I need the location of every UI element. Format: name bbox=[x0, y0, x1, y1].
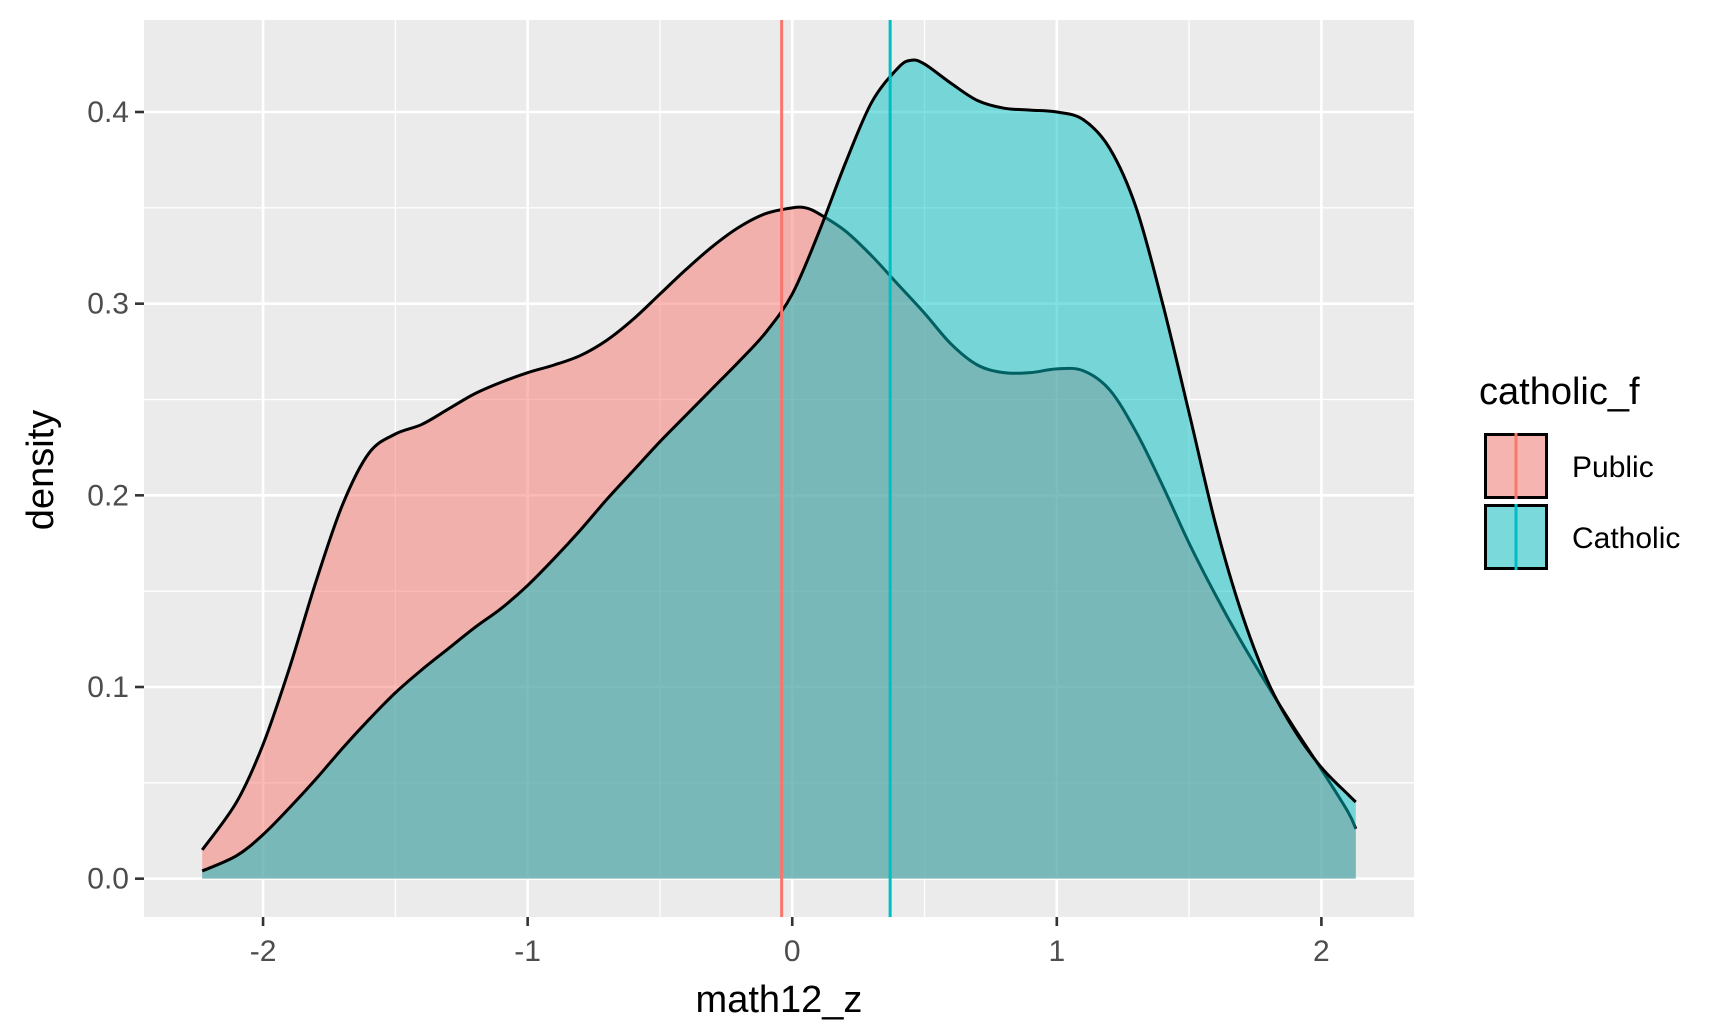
y-tick-label: 0.4 bbox=[87, 96, 129, 129]
density-outline-catholic bbox=[201, 58, 1357, 873]
y-axis-title: density bbox=[20, 410, 62, 530]
y-tick-label: 0.1 bbox=[87, 671, 129, 704]
y-tick-label: 0.0 bbox=[87, 863, 129, 896]
y-tick-label: 0.2 bbox=[87, 479, 129, 512]
legend-label-catholic: Catholic bbox=[1572, 522, 1680, 555]
y-tick-label: 0.3 bbox=[87, 288, 129, 321]
x-tick-label: -1 bbox=[514, 935, 541, 968]
x-axis: -2 -1 0 1 2 bbox=[250, 917, 1330, 968]
x-tick-label: -2 bbox=[250, 935, 277, 968]
legend-title: catholic_f bbox=[1479, 371, 1640, 413]
legend: catholic_f Public Catholic bbox=[1479, 371, 1680, 570]
legend-label-public: Public bbox=[1572, 451, 1654, 484]
x-tick-label: 0 bbox=[784, 935, 801, 968]
legend-keys: Public Catholic bbox=[1484, 433, 1680, 570]
density-areas bbox=[200, 58, 1358, 879]
x-tick-label: 1 bbox=[1048, 935, 1065, 968]
x-tick-label: 2 bbox=[1313, 935, 1330, 968]
y-axis: 0.0 0.1 0.2 0.3 0.4 bbox=[87, 96, 144, 896]
density-area-catholic bbox=[202, 60, 1356, 879]
x-axis-title: math12_z bbox=[696, 979, 863, 1021]
mean-lines bbox=[780, 20, 892, 917]
